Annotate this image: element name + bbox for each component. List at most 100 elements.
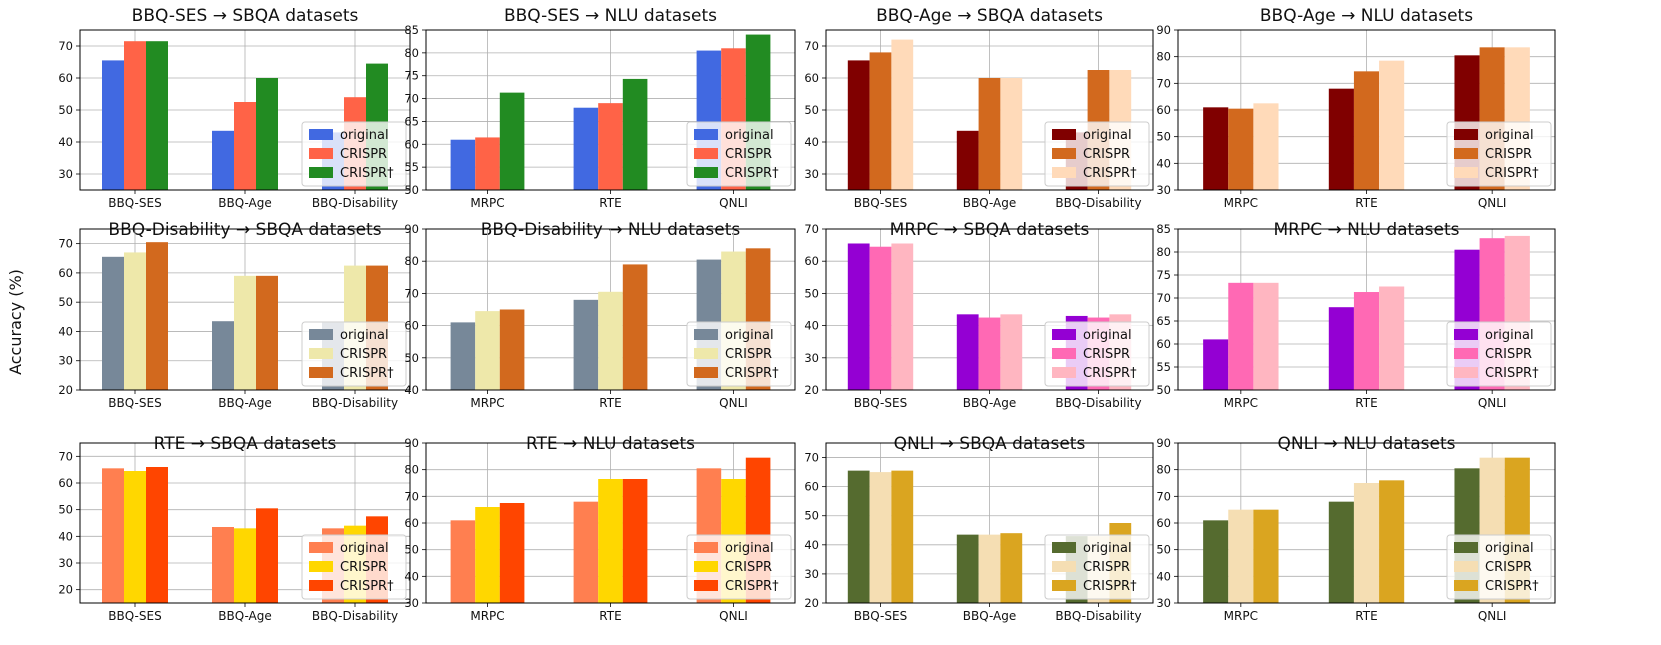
legend-label: original [1083, 128, 1132, 143]
y-tick-label: 70 [804, 222, 819, 236]
y-tick-label: 20 [804, 596, 819, 610]
legend-label: CRISPR† [725, 166, 779, 181]
x-tick-label: BBQ-Age [963, 196, 1017, 210]
x-tick-label: QNLI [719, 396, 748, 410]
bar-crispr-bbq-age [978, 78, 1001, 190]
legend-label: CRISPR [1083, 147, 1130, 162]
bar-crispr-bbq-ses [124, 471, 146, 603]
bar-crispr-bbq-ses [124, 252, 146, 390]
bar-crispr-bbq-ses [146, 467, 168, 603]
axes-frame [1177, 228, 1556, 391]
legend-swatch-crispr [694, 367, 718, 378]
bar-crispr-mrpc [1228, 108, 1254, 190]
axes-frame [825, 442, 1154, 604]
y-tick-label: 70 [1156, 291, 1171, 305]
x-tick-label: MRPC [470, 396, 504, 410]
legend-label: CRISPR [340, 560, 387, 575]
x-tick-label: BBQ-Disability [312, 609, 398, 623]
legend-swatch-original [694, 329, 718, 340]
legend-label: CRISPR† [1083, 366, 1137, 381]
legend-swatch-crispr [1052, 580, 1076, 591]
axes-frame [825, 228, 1154, 391]
y-tick-label: 70 [404, 92, 419, 106]
subplot-title: BBQ-SES → NLU datasets [504, 6, 717, 26]
bar-original-rte [1328, 307, 1354, 390]
legend-swatch-crispr [1454, 367, 1478, 378]
y-tick-label: 40 [804, 135, 819, 149]
bar-crispr-bbq-age [1000, 533, 1023, 603]
y-tick-label: 50 [804, 103, 819, 117]
bar-crispr-mrpc [475, 311, 500, 390]
x-tick-label: BBQ-Age [218, 196, 272, 210]
axes-frame [79, 29, 411, 191]
x-tick-label: MRPC [470, 609, 504, 623]
legend-label: original [1485, 328, 1534, 343]
bar-crispr-rte [622, 78, 648, 190]
legend-swatch-original [694, 542, 718, 553]
y-tick-label: 60 [1156, 516, 1171, 530]
y-tick-label: 90 [1156, 23, 1171, 37]
y-tick-label: 50 [1156, 543, 1171, 557]
legend-swatch-original [1454, 329, 1478, 340]
bar-crispr-bbq-age [1000, 314, 1023, 390]
y-tick-label: 40 [58, 324, 73, 338]
bar-original-bbq-age [956, 314, 979, 390]
x-tick-label: RTE [1355, 396, 1377, 410]
axes-frame [425, 228, 796, 391]
x-tick-label: BBQ-SES [108, 196, 161, 210]
legend-swatch-crispr [694, 167, 718, 178]
legend-label: original [725, 328, 774, 343]
bar-crispr-rte [1379, 286, 1405, 390]
legend-swatch-original [1052, 129, 1076, 140]
legend-label: CRISPR [1485, 560, 1532, 575]
y-tick-label: 75 [404, 69, 419, 83]
y-tick-label: 50 [58, 503, 73, 517]
y-tick-label: 60 [804, 254, 819, 268]
bar-crispr-bbq-ses [124, 41, 146, 191]
y-tick-label: 80 [404, 254, 419, 268]
legend-label: original [725, 541, 774, 556]
bar-crispr-bbq-ses [891, 243, 914, 390]
bar-crispr-bbq-age [978, 317, 1001, 390]
legend-label: original [1083, 328, 1132, 343]
bar-original-mrpc [1203, 339, 1229, 390]
bar-crispr-bbq-ses [146, 41, 168, 191]
y-tick-label: 70 [804, 39, 819, 53]
legend-label: CRISPR [1083, 560, 1130, 575]
subplot-3: BBQ-Age → SBQA datasets 30 40 50 60 70 BBQ-SES… [804, 6, 1154, 210]
y-tick-label: 80 [1156, 463, 1171, 477]
x-tick-label: QNLI [1478, 196, 1507, 210]
x-tick-label: MRPC [1224, 609, 1258, 623]
y-axis-label: Accuracy (%) [6, 269, 25, 375]
y-tick-label: 40 [58, 135, 73, 149]
y-tick-label: 50 [404, 543, 419, 557]
y-tick-label: 40 [804, 319, 819, 333]
y-tick-label: 80 [404, 46, 419, 60]
x-tick-label: RTE [599, 396, 621, 410]
bar-original-rte [573, 107, 599, 190]
bar-crispr-bbq-age [1000, 78, 1023, 190]
subplot-title: BBQ-Age → SBQA datasets [876, 6, 1103, 26]
x-tick-label: QNLI [1478, 396, 1507, 410]
legend-swatch-crispr [1454, 148, 1478, 159]
legend-label: original [725, 128, 774, 143]
subplot-1: BBQ-SES → SBQA datasets 30 40 50 60 70 BBQ-SES… [58, 6, 411, 210]
legend-label: CRISPR [340, 147, 387, 162]
legend-swatch-crispr [309, 561, 333, 572]
y-tick-label: 30 [1156, 183, 1171, 197]
x-tick-label: RTE [1355, 196, 1377, 210]
y-tick-label: 80 [1156, 50, 1171, 64]
x-tick-label: BBQ-SES [854, 609, 907, 623]
x-tick-label: BBQ-Age [218, 396, 272, 410]
bar-crispr-bbq-ses [869, 472, 892, 603]
bar-crispr-mrpc [475, 137, 500, 190]
y-tick-label: 30 [404, 596, 419, 610]
bar-crispr-mrpc [475, 507, 500, 603]
x-tick-label: BBQ-Age [963, 396, 1017, 410]
legend-swatch-original [1454, 542, 1478, 553]
legend: original CRISPR CRISPR† [1446, 534, 1552, 600]
y-tick-label: 30 [804, 351, 819, 365]
bar-crispr-mrpc [1228, 282, 1254, 390]
legend: original CRISPR CRISPR† [301, 121, 407, 187]
bar-crispr-mrpc [499, 309, 525, 390]
